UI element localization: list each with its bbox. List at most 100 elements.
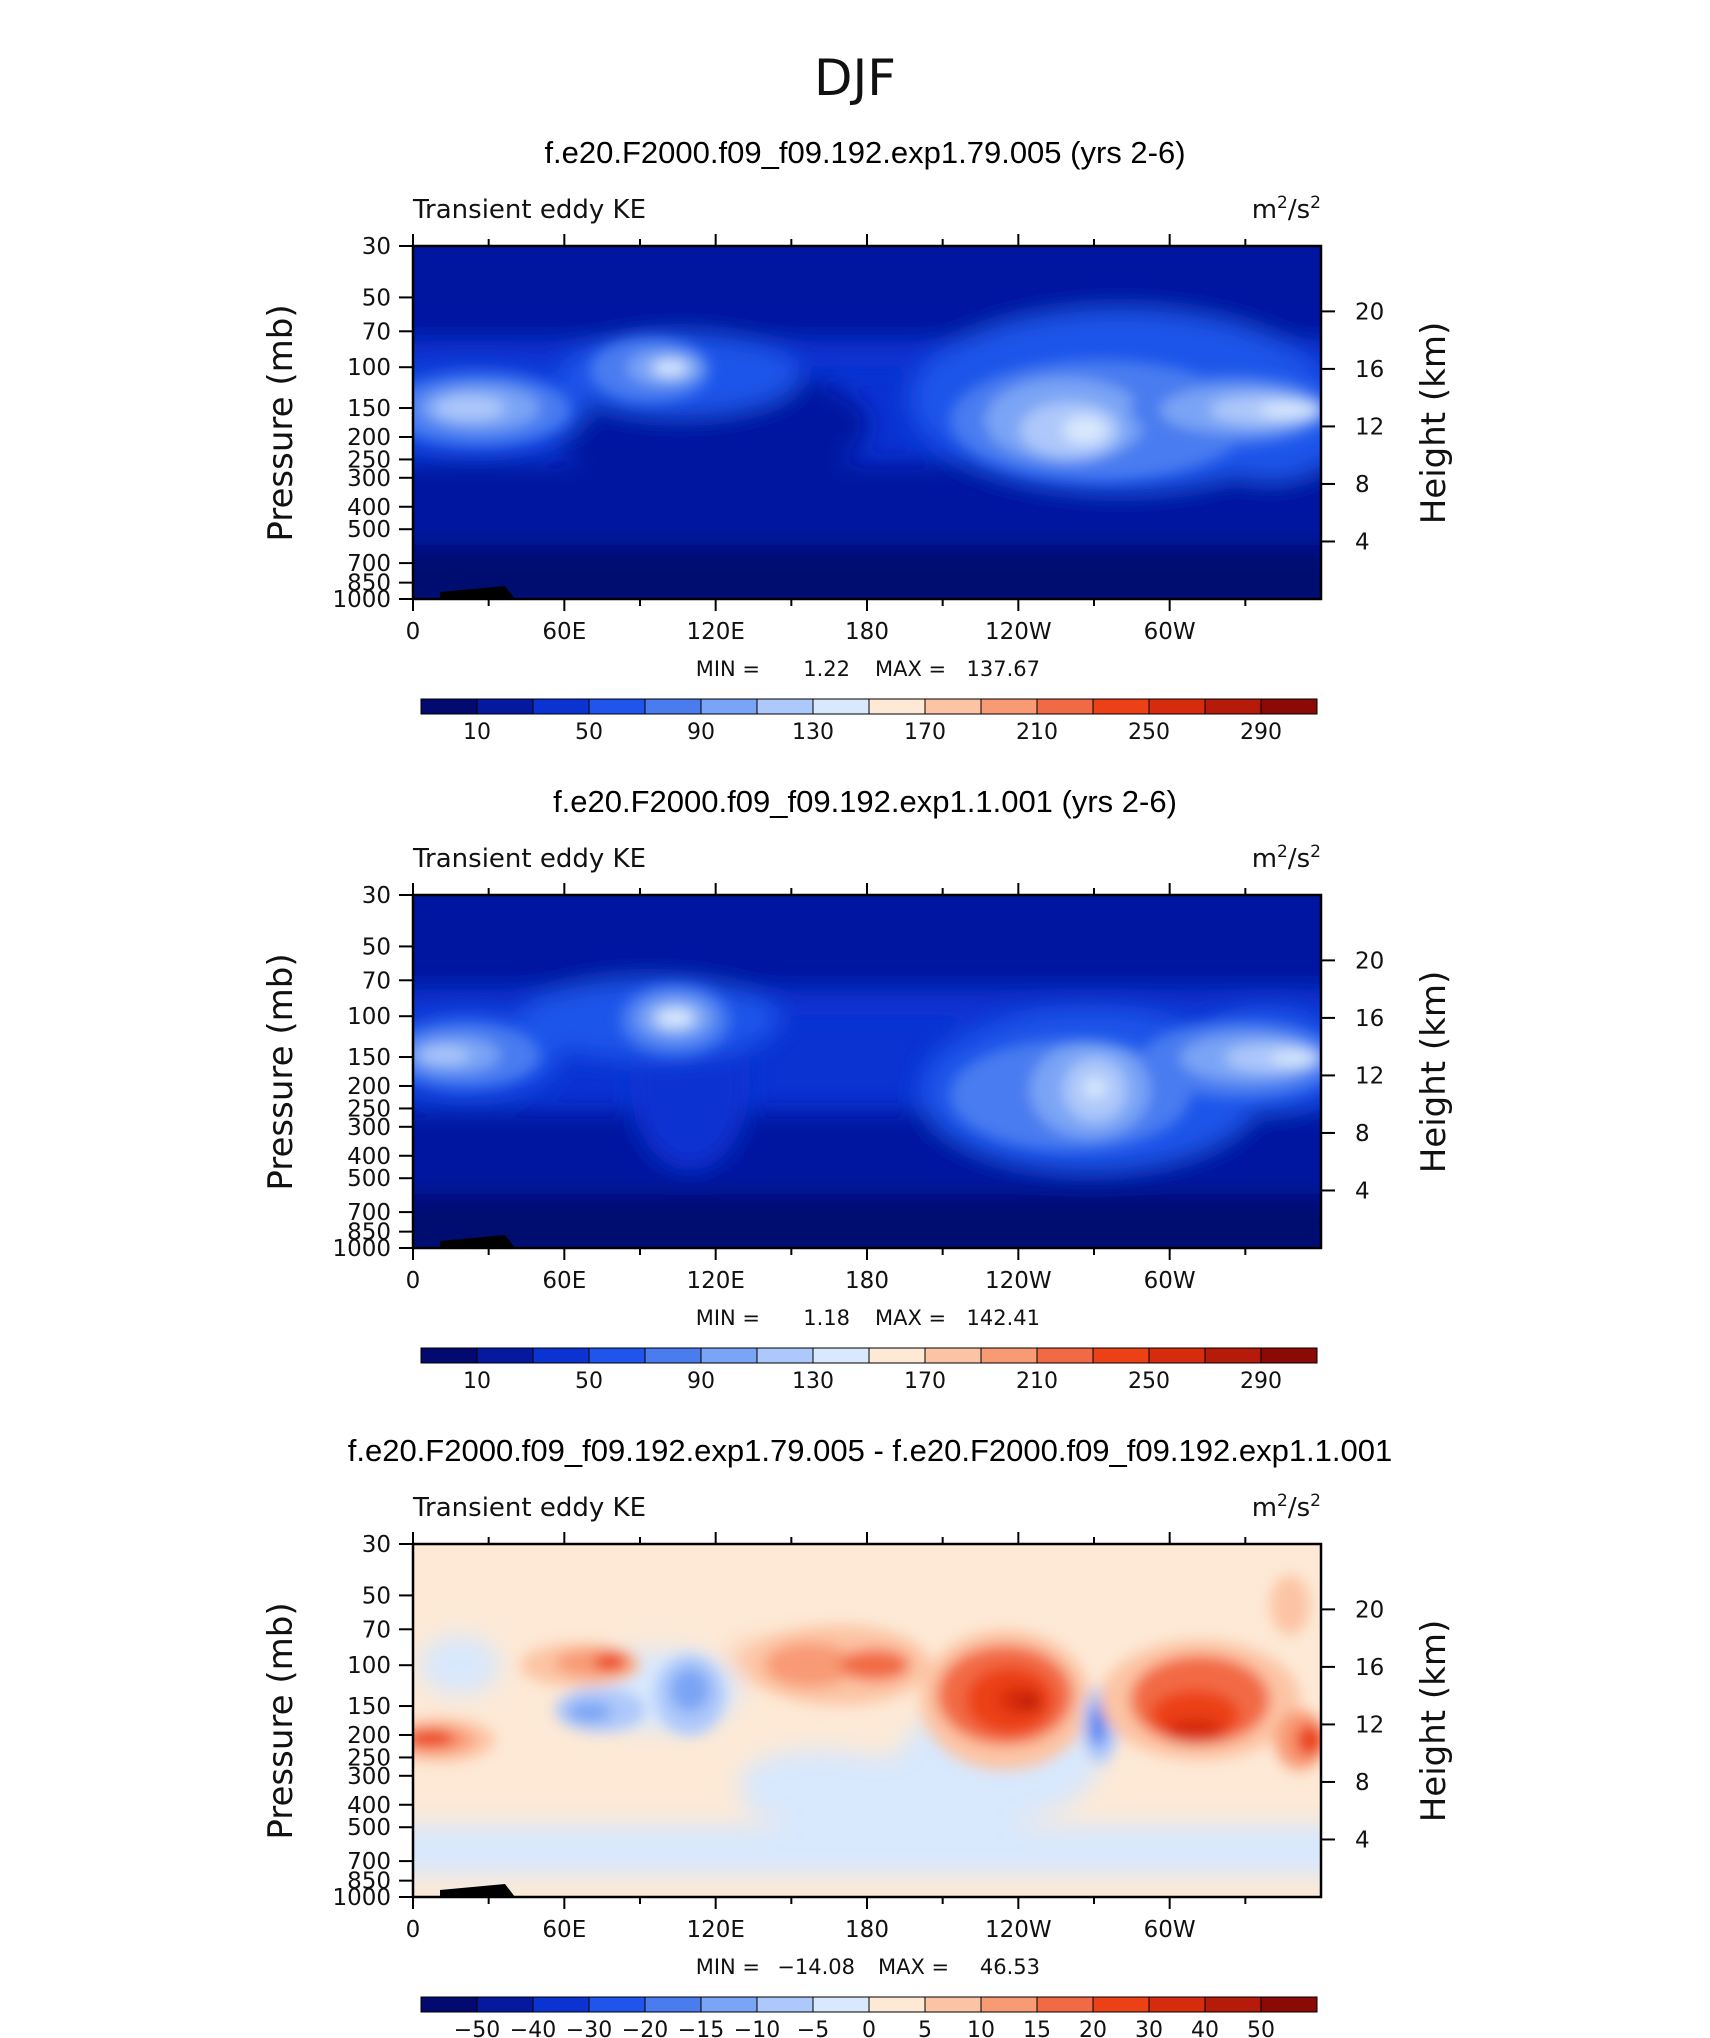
x-tick-label: 180	[845, 1268, 889, 1294]
y2-tick-label: 8	[1355, 1121, 1370, 1147]
y-tick-label: 100	[347, 355, 391, 381]
colorbar-swatch	[924, 698, 982, 715]
y-tick-label: 70	[362, 319, 391, 345]
colorbar-swatch	[588, 698, 646, 715]
colorbar-label: 90	[687, 1369, 715, 1394]
y-tick-label: 50	[362, 285, 391, 311]
colorbar-swatch	[812, 1347, 870, 1364]
y2-axis-label: Height (km)	[1414, 971, 1454, 1174]
y2-axis-label: Height (km)	[1414, 1620, 1454, 1823]
colorbar-swatch	[420, 698, 478, 715]
colorbar-label: 50	[575, 720, 603, 745]
x-tick-label: 0	[406, 619, 421, 645]
y-tick-label: 400	[347, 495, 391, 521]
panel-2: f.e20.F2000.f09_f09.192.exp1.1.001 (yrs …	[261, 784, 1454, 1394]
y2-tick-label: 4	[1355, 1827, 1370, 1853]
colorbar-labels: 10 50 90 130 170 210 250 290	[463, 1369, 1282, 1394]
x-tick-label: 180	[845, 619, 889, 645]
y2-tick-label: 12	[1355, 1712, 1384, 1738]
units-label: m2/s2	[1252, 1491, 1321, 1523]
colorbar-swatch	[1260, 698, 1318, 715]
colorbar-swatch	[924, 1347, 982, 1364]
y-tick-label: 50	[362, 934, 391, 960]
x-tick-label: 60E	[542, 1917, 586, 1943]
panel-title: f.e20.F2000.f09_f09.192.exp1.79.005 - f.…	[348, 1433, 1393, 1468]
colorbar-label: 10	[463, 1369, 491, 1394]
colorbar-swatch	[700, 1347, 758, 1364]
panel-subtitle: Transient eddy KE	[412, 844, 646, 874]
max-value: 137.67	[967, 657, 1040, 681]
colorbar-label: 170	[904, 720, 946, 745]
colorbar-label: −10	[734, 2018, 780, 2038]
y-tick-label: 150	[347, 1694, 391, 1720]
x-tick-label: 120W	[985, 1917, 1052, 1943]
colorbar-label: 30	[1135, 2018, 1163, 2038]
y-tick-label: 850	[347, 1869, 391, 1895]
x-tick-label: 60E	[542, 1268, 586, 1294]
y-tick-label: 200	[347, 1074, 391, 1100]
y2-tick-label: 20	[1355, 299, 1384, 325]
y-tick-label: 100	[347, 1004, 391, 1030]
colorbar-swatch	[1036, 1347, 1094, 1364]
contour-field	[413, 895, 1321, 1248]
y-tick-label: 250	[347, 1745, 391, 1771]
x-tick-label: 60W	[1144, 1268, 1196, 1294]
panel-subtitle: Transient eddy KE	[412, 1493, 646, 1523]
max-value: 142.41	[967, 1306, 1040, 1330]
x-tick-label: 0	[406, 1268, 421, 1294]
colorbar-swatch	[1260, 1347, 1318, 1364]
y-axis-label: Pressure (mb)	[261, 953, 301, 1190]
min-value: 1.22	[803, 657, 850, 681]
y-tick-label: 400	[347, 1144, 391, 1170]
colorbar-swatch	[924, 1996, 982, 2013]
colorbar-swatch	[756, 1347, 814, 1364]
max-label: MAX =	[875, 1306, 946, 1330]
y2-tick-labels: 20 16 12 8 4	[1355, 299, 1384, 555]
x-tick-label: 60E	[542, 619, 586, 645]
x-tick-labels: 0 60E 120E 180 120W 60W	[406, 619, 1196, 645]
colorbar-label: 90	[687, 720, 715, 745]
y2-tick-label: 12	[1355, 414, 1384, 440]
min-label: MIN =	[696, 1955, 760, 1979]
colorbar-swatch	[756, 1996, 814, 2013]
y-tick-label: 250	[347, 447, 391, 473]
y-tick-label: 700	[347, 1849, 391, 1875]
y2-tick-label: 4	[1355, 529, 1370, 555]
colorbar-label: 50	[1247, 2018, 1275, 2038]
colorbar-label: −30	[566, 2018, 612, 2038]
colorbar-label: −20	[622, 2018, 668, 2038]
colorbar	[420, 1996, 1318, 2013]
colorbar-swatch	[868, 698, 926, 715]
contour-field	[413, 1544, 1321, 1897]
axis-ticks	[399, 234, 1335, 611]
y-axis-label: Pressure (mb)	[261, 1602, 301, 1839]
colorbar-swatch	[1148, 698, 1206, 715]
y2-tick-label: 16	[1355, 1006, 1384, 1032]
colorbar-swatch	[980, 698, 1038, 715]
colorbar-label: 0	[862, 2018, 876, 2038]
units-label: m2/s2	[1252, 193, 1321, 225]
max-value: 46.53	[980, 1955, 1040, 1979]
colorbar-label: 15	[1023, 2018, 1051, 2038]
min-label: MIN =	[696, 1306, 760, 1330]
colorbar-swatch	[756, 698, 814, 715]
panel-title: f.e20.F2000.f09_f09.192.exp1.1.001 (yrs …	[553, 784, 1177, 819]
y-tick-label: 850	[347, 571, 391, 597]
colorbar-swatch	[1204, 1996, 1262, 2013]
colorbar-swatch	[980, 1347, 1038, 1364]
colorbar-label: 50	[575, 1369, 603, 1394]
colorbar-swatch	[644, 698, 702, 715]
y-tick-label: 250	[347, 1096, 391, 1122]
y-tick-label: 500	[347, 517, 391, 543]
y2-tick-label: 16	[1355, 357, 1384, 383]
colorbar-swatch	[420, 1996, 478, 2013]
y2-tick-label: 8	[1355, 472, 1370, 498]
axis-ticks	[399, 1532, 1335, 1909]
colorbar-label: 250	[1128, 720, 1170, 745]
x-tick-labels: 0 60E 120E 180 120W 60W	[406, 1268, 1196, 1294]
colorbar-swatch	[812, 698, 870, 715]
figure-title: DJF	[814, 49, 896, 107]
y-tick-label: 1000	[332, 1236, 391, 1262]
